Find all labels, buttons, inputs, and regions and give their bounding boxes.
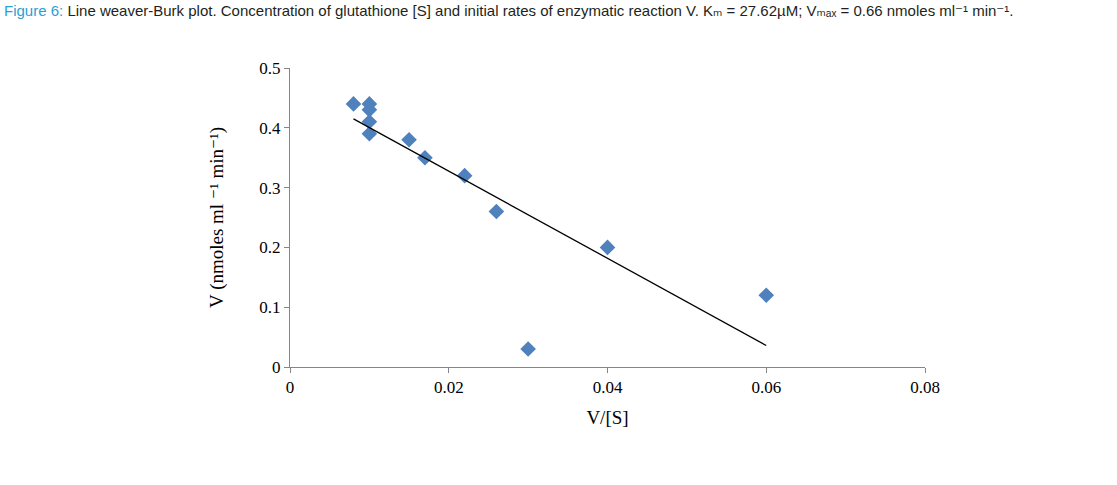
svg-text:0: 0 bbox=[272, 358, 281, 377]
svg-text:0.5: 0.5 bbox=[259, 59, 280, 78]
html-text:Figure 6: Line weaver-Burk plo: Figure 6: Line weaver-Burk plot. Concent… bbox=[4, 2, 1014, 19]
svg-text:0.2: 0.2 bbox=[259, 238, 280, 257]
svg-text:0.4: 0.4 bbox=[259, 119, 281, 138]
svg-text:0.04: 0.04 bbox=[593, 378, 623, 397]
svg-text:0.1: 0.1 bbox=[259, 298, 280, 317]
svg-text:0: 0 bbox=[286, 378, 295, 397]
svg-text:V/[S]: V/[S] bbox=[586, 407, 628, 428]
svg-text:0.02: 0.02 bbox=[434, 378, 464, 397]
svg-text:0.06: 0.06 bbox=[751, 378, 781, 397]
svg-text:0.3: 0.3 bbox=[259, 179, 280, 198]
svg-text:0.08: 0.08 bbox=[910, 378, 940, 397]
svg-text:V (nmoles ml ⁻¹ min⁻¹): V (nmoles ml ⁻¹ min⁻¹) bbox=[206, 127, 228, 308]
